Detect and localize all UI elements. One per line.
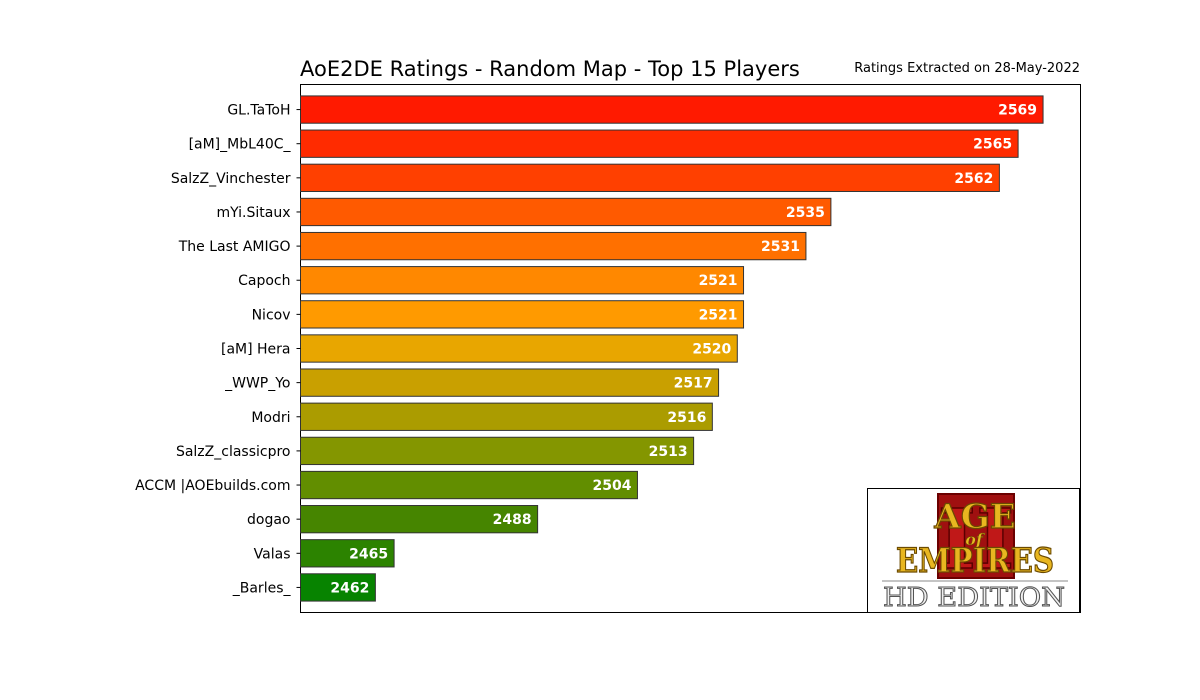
logo-word-of: of bbox=[965, 530, 986, 549]
y-tick-label: GL.TaToH bbox=[227, 103, 290, 119]
y-tick-label: [aM] Hera bbox=[221, 342, 291, 358]
bar-value-label: 2521 bbox=[699, 273, 738, 289]
y-tick-label: _Barles_ bbox=[232, 580, 292, 596]
y-tick-label: _WWP_Yo bbox=[224, 376, 290, 392]
bars-layer: 2569 2565 2562 2535 2531 2521 2521 2520 2517 2516… bbox=[300, 95, 1044, 602]
bar bbox=[300, 436, 695, 466]
y-tick-label: mYi.Sitaux bbox=[216, 205, 290, 221]
y-tick-label: SalzZ_classicpro bbox=[176, 444, 291, 460]
bar-value-label: 2520 bbox=[692, 342, 731, 358]
bar bbox=[300, 300, 745, 329]
bar bbox=[300, 129, 1019, 158]
bar bbox=[300, 573, 376, 602]
bar bbox=[300, 368, 720, 397]
y-tick-labels: GL.TaToH [aM]_MbL40C_ SalzZ_Vinchester mYi.… bbox=[135, 103, 301, 596]
bar-value-label: 2569 bbox=[998, 103, 1037, 119]
bar-value-label: 2488 bbox=[493, 512, 532, 528]
logo-numeral: II bbox=[938, 492, 1015, 588]
y-tick-label: Valas bbox=[254, 546, 291, 562]
bar bbox=[300, 266, 745, 295]
bar-value-label: 2516 bbox=[667, 410, 706, 426]
bar bbox=[300, 402, 713, 431]
logo-hd-edition: HD EDITION bbox=[883, 583, 1065, 613]
chart-title: AoE2DE Ratings - Random Map - Top 15 Pla… bbox=[300, 57, 800, 81]
bar-value-label: 2504 bbox=[592, 478, 631, 494]
logo-word-age: AGE bbox=[933, 497, 1015, 537]
bar bbox=[300, 539, 395, 568]
bar bbox=[300, 334, 738, 363]
y-tick-label: The Last AMIGO bbox=[178, 239, 291, 255]
bar-value-label: 2513 bbox=[649, 444, 688, 460]
logo-word-empires: EMPIRES bbox=[896, 541, 1054, 581]
chart-subtitle: Ratings Extracted on 28-May-2022 bbox=[854, 61, 1080, 76]
game-logo: II AGE of EMPIRES HD EDITION bbox=[867, 488, 1080, 614]
bar-value-label: 2531 bbox=[761, 239, 800, 255]
y-tick-label: SalzZ_Vinchester bbox=[171, 171, 291, 187]
bar-value-label: 2521 bbox=[699, 307, 738, 323]
bar bbox=[300, 231, 807, 261]
bar bbox=[300, 163, 1000, 192]
y-tick-label: dogao bbox=[247, 512, 290, 528]
bar bbox=[300, 470, 638, 500]
bar-value-label: 2517 bbox=[674, 376, 713, 392]
bar bbox=[300, 197, 832, 227]
bar-value-label: 2465 bbox=[349, 546, 388, 562]
bar-value-label: 2535 bbox=[786, 205, 825, 221]
y-tick-label: [aM]_MbL40C_ bbox=[189, 137, 292, 153]
bar-value-label: 2565 bbox=[973, 137, 1012, 153]
y-tick-label: ACCM |AOEbuilds.com bbox=[135, 478, 290, 494]
bar bbox=[300, 505, 539, 534]
bar-value-label: 2562 bbox=[954, 171, 993, 187]
bar bbox=[300, 95, 1044, 124]
y-tick-label: Nicov bbox=[252, 307, 291, 323]
y-tick-label: Capoch bbox=[238, 273, 290, 289]
bar-value-label: 2462 bbox=[330, 580, 369, 596]
y-tick-label: Modri bbox=[251, 410, 290, 426]
